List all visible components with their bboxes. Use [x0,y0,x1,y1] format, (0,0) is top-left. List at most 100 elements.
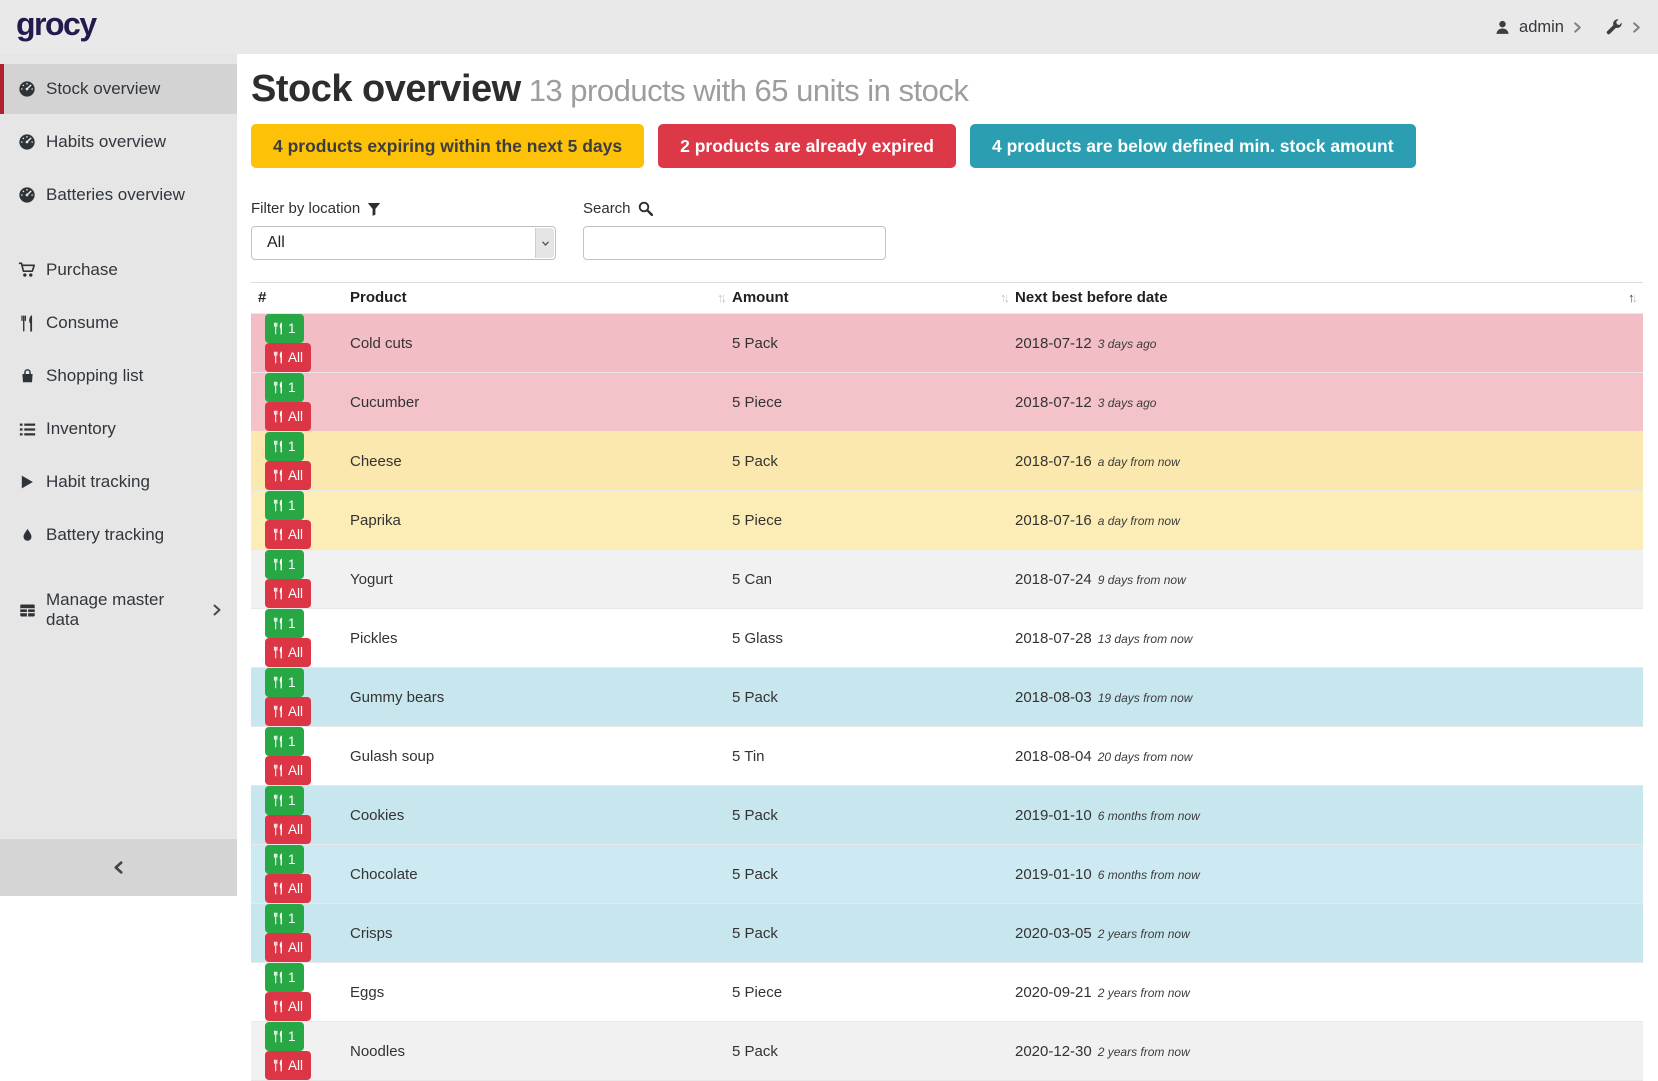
best-before-relative-text: a day from now [1097,513,1180,528]
consume-one-button[interactable]: 1 [265,727,304,756]
column-header-number: # [251,282,350,314]
sidebar-item-batteries-overview[interactable]: Batteries overview [0,170,237,220]
product-amount: 5 Pack [732,313,1015,373]
consume-one-button[interactable]: 1 [265,845,304,874]
consume-one-button[interactable]: 1 [265,1022,304,1051]
best-before-relative-text: 3 days ago [1097,395,1157,410]
product-name: Noodles [350,1021,732,1081]
product-name-text: Cucumber [350,393,420,411]
sidebar-item-shopping-list[interactable]: Shopping list [0,351,237,401]
consume-one-button[interactable]: 1 [265,963,304,992]
sidebar-item-stock-overview[interactable]: Stock overview [0,64,237,114]
product-name: Crisps [350,903,732,963]
product-name-text: Gulash soup [350,747,435,765]
row-actions: 1 All [251,608,350,668]
consume-all-button[interactable]: All [265,1051,312,1080]
consume-all-button[interactable]: All [265,520,312,549]
table-row: 1 All Crisps 5 Pack 2020-03-05 2 years fr… [251,903,1643,963]
best-before-date-text: 2018-07-16 [1015,452,1092,470]
consume-all-button[interactable]: All [265,815,312,844]
sidebar-item-manage-master-data[interactable]: Manage master data [0,585,237,635]
product-amount: 5 Piece [732,372,1015,432]
sidebar-item-label: Consume [46,313,119,332]
search-label: Search [583,200,886,217]
consume-all-button[interactable]: All [265,697,312,726]
consume-all-label: All [288,940,304,955]
consume-one-button[interactable]: 1 [265,550,304,579]
consume-all-button[interactable]: All [265,933,312,962]
consume-one-button[interactable]: 1 [265,432,304,461]
sidebar-collapse-button[interactable] [0,839,237,896]
column-header-amount[interactable]: Amount ↑↓ [732,282,1015,314]
chevron-right-icon [1572,21,1583,33]
consume-all-label: All [288,527,304,542]
consume-all-button[interactable]: All [265,992,312,1021]
row-actions: 1 All [251,313,350,373]
product-name-text: Eggs [350,983,385,1001]
consume-all-button[interactable]: All [265,874,312,903]
sidebar-item-battery-tracking[interactable]: Battery tracking [0,510,237,560]
app-logo[interactable]: grocy [16,6,97,42]
search-input[interactable] [583,226,886,260]
sidebar-item-purchase[interactable]: Purchase [0,245,237,295]
consume-one-button[interactable]: 1 [265,609,304,638]
consume-all-button[interactable]: All [265,579,312,608]
consume-one-button[interactable]: 1 [265,904,304,933]
user-menu[interactable]: admin [1494,18,1583,37]
consume-all-button[interactable]: All [265,343,312,372]
sort-icon[interactable]: ↑↓ [717,290,727,305]
product-amount-text: 5 Piece [732,393,783,411]
best-before-date-text: 2018-07-24 [1015,570,1092,588]
filter-controls: Filter by location All Search [251,200,1658,260]
best-before-relative-text: a day from now [1097,454,1180,469]
product-amount: 5 Pack [732,1021,1015,1081]
best-before-date-text: 2020-09-21 [1015,983,1092,1001]
sidebar-item-inventory[interactable]: Inventory [0,404,237,454]
product-name: Cookies [350,785,732,845]
below-min-stock-badge[interactable]: 4 products are below defined min. stock … [969,124,1416,168]
consume-one-button[interactable]: 1 [265,491,304,520]
consume-one-label: 1 [288,1029,296,1044]
consume-one-label: 1 [288,852,296,867]
best-before-date: 2018-07-12 3 days ago [1015,372,1643,432]
consume-one-button[interactable]: 1 [265,786,304,815]
expired-badge[interactable]: 2 products are already expired [658,124,956,168]
table-row: 1 All Gulash soup 5 Tin 2018-08-04 20 day… [251,726,1643,786]
product-amount-text: 5 Pack [732,865,778,883]
best-before-date-text: 2018-08-04 [1015,747,1092,765]
cart-icon [18,261,36,279]
consume-all-button[interactable]: All [265,402,312,431]
list-icon [18,421,36,438]
sidebar-nav: Stock overview Habits overview Batteries… [0,54,237,635]
search-icon [638,201,653,216]
expiring-badge[interactable]: 4 products expiring within the next 5 da… [251,124,645,168]
consume-one-label: 1 [288,616,296,631]
consume-all-button[interactable]: All [265,461,312,490]
consume-one-button[interactable]: 1 [265,314,304,343]
sidebar-item-habit-tracking[interactable]: Habit tracking [0,457,237,507]
product-name: Paprika [350,490,732,550]
consume-one-label: 1 [288,380,296,395]
product-amount-text: 5 Pack [732,334,778,352]
sidebar-item-habits-overview[interactable]: Habits overview [0,117,237,167]
sort-icon[interactable]: ↑↓ [1628,290,1638,305]
location-filter-label-text: Filter by location [251,200,361,217]
consume-one-label: 1 [288,321,296,336]
consume-one-button[interactable]: 1 [265,373,304,402]
row-actions: 1 All [251,372,350,432]
best-before-date: 2020-03-05 2 years from now [1015,903,1643,963]
product-name: Gulash soup [350,726,732,786]
sort-icon[interactable]: ↑↓ [1000,290,1010,305]
utensils-icon [18,315,36,332]
location-filter-select[interactable]: All [251,226,556,260]
column-header-product[interactable]: Product ↑↓ [350,282,732,314]
consume-one-button[interactable]: 1 [265,668,304,697]
product-amount-text: 5 Tin [732,747,765,765]
settings-menu[interactable] [1605,18,1642,36]
consume-all-button[interactable]: All [265,756,312,785]
product-amount: 5 Pack [732,844,1015,904]
sidebar-item-consume[interactable]: Consume [0,298,237,348]
column-header-best-before[interactable]: Next best before date ↑↓ [1015,282,1643,314]
product-name: Yogurt [350,549,732,609]
consume-all-button[interactable]: All [265,638,312,667]
